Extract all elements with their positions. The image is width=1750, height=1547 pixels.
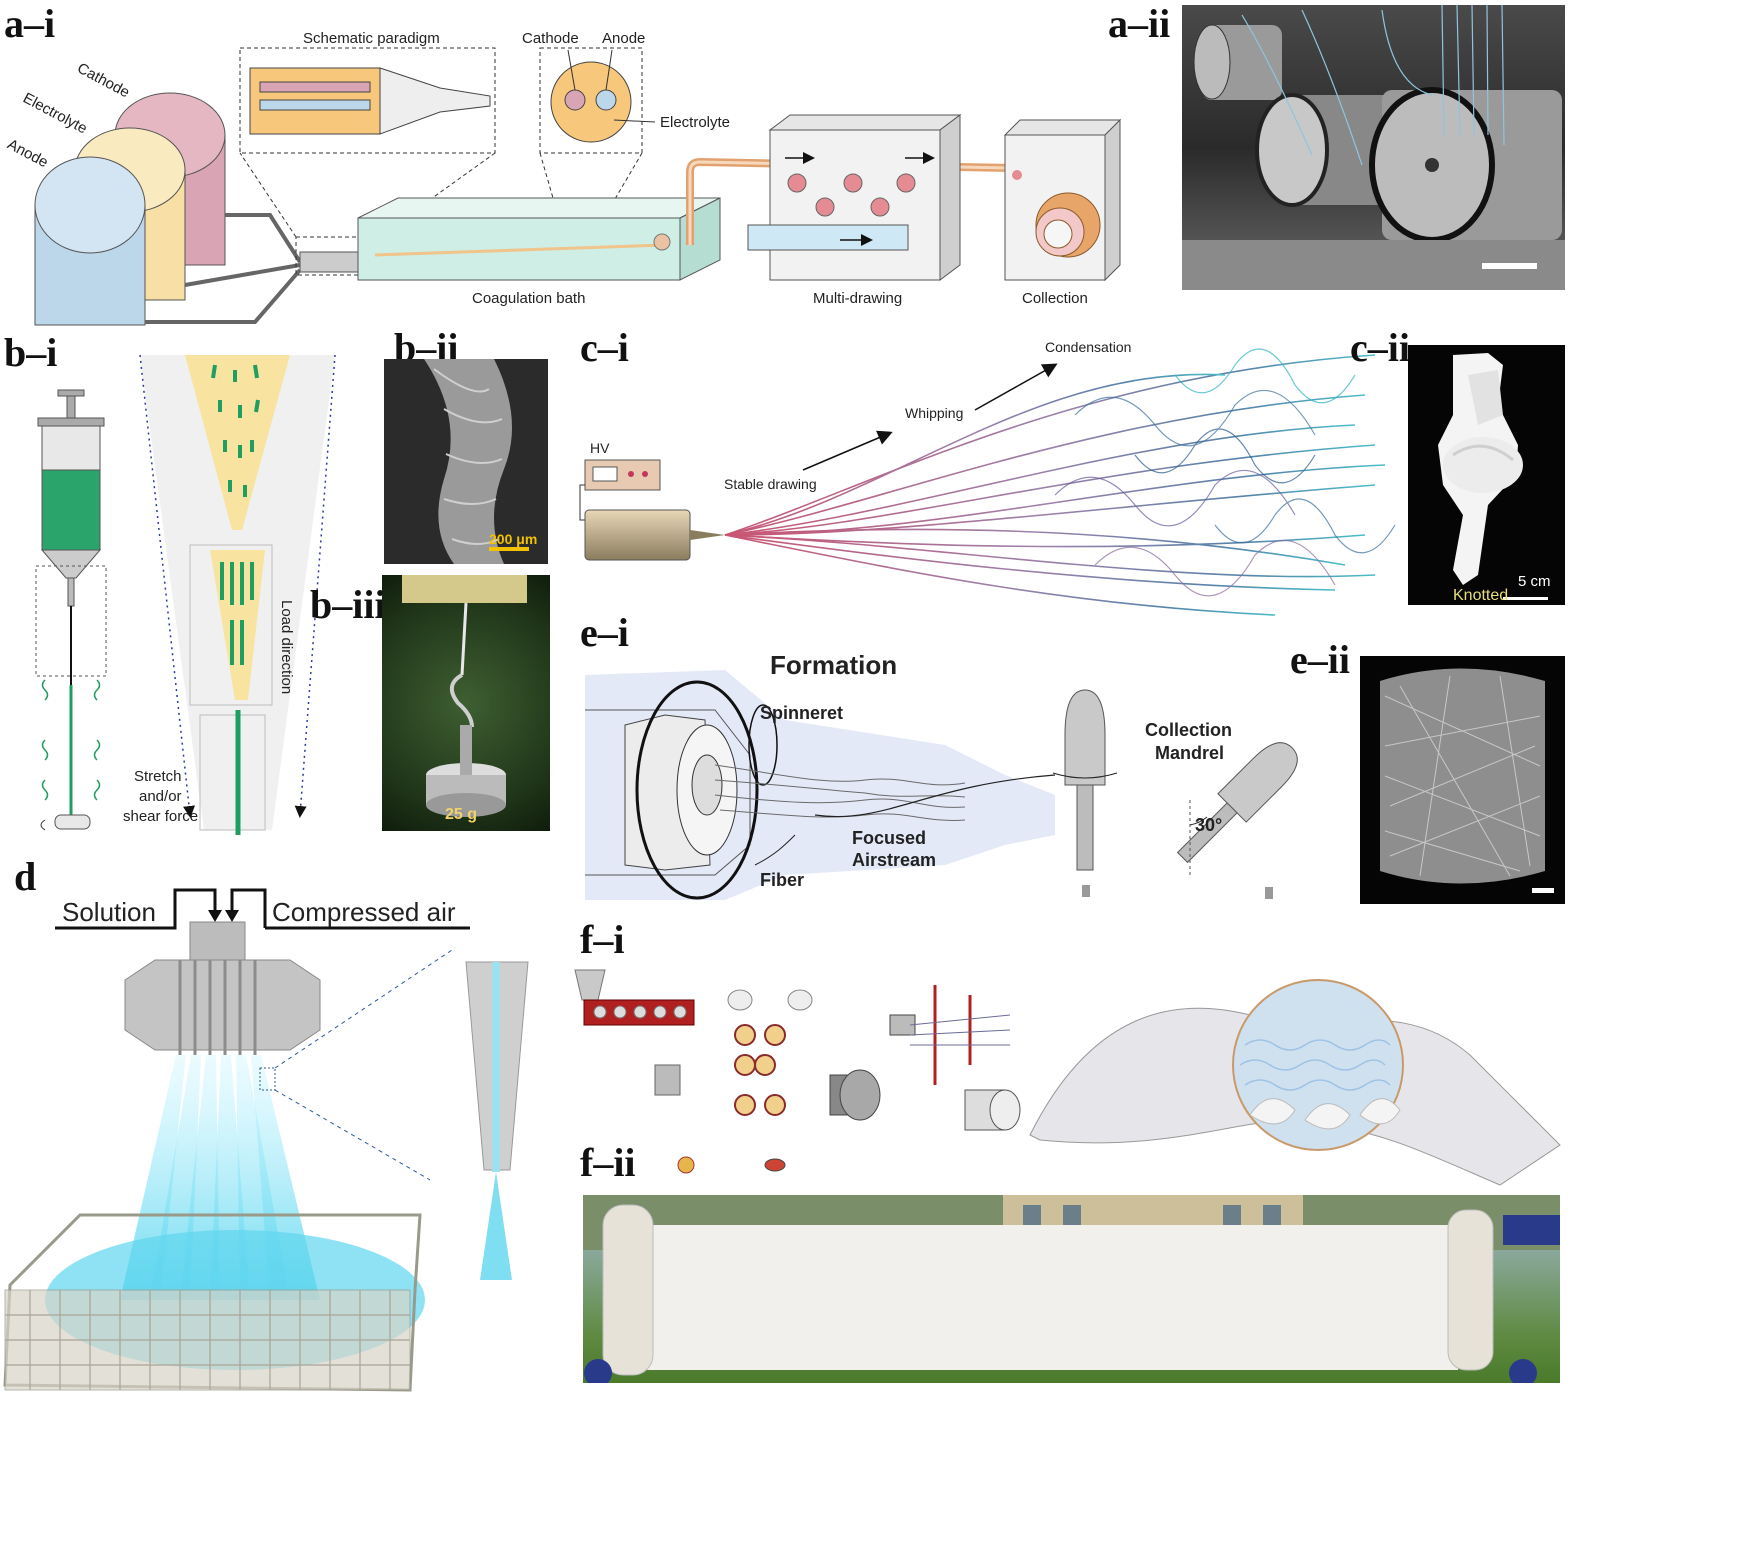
focused-label: Focused bbox=[852, 828, 927, 848]
compressed-air-label: Compressed air bbox=[272, 897, 456, 927]
angle-label: 30° bbox=[1195, 815, 1223, 835]
panel-label-a-i: a–i bbox=[4, 1, 56, 46]
and-or-label: and/or bbox=[139, 788, 182, 805]
b-iii-photo-weight: 25 g bbox=[382, 575, 550, 831]
b-ii-scale-label: 200 μm bbox=[489, 531, 538, 547]
solution-label: Solution bbox=[62, 897, 156, 927]
panel-label-a-ii: a–ii bbox=[1108, 1, 1171, 46]
panel-label-f-i: f–i bbox=[580, 917, 625, 962]
inset-anode-label: Anode bbox=[602, 30, 646, 47]
hv-label: HV bbox=[590, 440, 610, 456]
stretch-label: Stretch bbox=[134, 768, 182, 785]
multi-drawing-label: Multi-drawing bbox=[813, 290, 903, 307]
spinneret-label: Spinneret bbox=[760, 703, 844, 723]
e-ii-photo-scaffold bbox=[1360, 656, 1565, 904]
shear-force-label: shear force bbox=[123, 808, 199, 825]
anode-tank bbox=[34, 156, 146, 326]
inset-cathode-label: Cathode bbox=[522, 30, 579, 47]
b-ii-sem-image: 200 μm bbox=[384, 359, 548, 564]
whipping-label: Whipping bbox=[905, 405, 964, 421]
airstream-label: Airstream bbox=[852, 850, 937, 870]
inset-electrolyte-label: Electrolyte bbox=[660, 114, 731, 131]
panel-label-e-ii: e–ii bbox=[1290, 637, 1350, 682]
coagulation-bath-label: Coagulation bath bbox=[472, 290, 586, 307]
stable-drawing-label: Stable drawing bbox=[724, 476, 817, 492]
d-diagram bbox=[3, 888, 529, 1392]
collection-mandrel-label-2: Mandrel bbox=[1155, 743, 1225, 763]
b-i-diagram bbox=[35, 354, 336, 835]
panel-label-b-i: b–i bbox=[4, 330, 58, 375]
a-i-diagram bbox=[34, 47, 1122, 326]
knotted-label: Knotted bbox=[1453, 587, 1509, 604]
c-i-diagram bbox=[579, 348, 1396, 616]
a-ii-photo-rollers bbox=[1182, 5, 1565, 290]
schematic-paradigm-label: Schematic paradigm bbox=[303, 30, 440, 47]
b-iii-weight-label: 25 g bbox=[445, 806, 478, 823]
e-i-diagram bbox=[585, 670, 1298, 900]
formation-title: Formation bbox=[770, 650, 898, 680]
panel-label-d: d bbox=[14, 854, 37, 899]
load-direction-label: Load direction bbox=[278, 600, 295, 695]
collection-label: Collection bbox=[1022, 290, 1088, 307]
f-i-diagram bbox=[574, 969, 1561, 1186]
c-ii-photo-knotted: Knotted 5 cm bbox=[1408, 345, 1565, 605]
panel-label-b-iii: b–iii bbox=[310, 582, 386, 627]
panel-label-e-i: e–i bbox=[580, 610, 629, 655]
panel-label-c-i: c–i bbox=[580, 325, 629, 370]
panel-label-c-ii: c–ii bbox=[1350, 325, 1410, 370]
c-ii-scale-label: 5 cm bbox=[1518, 573, 1551, 590]
condensation-label: Condensation bbox=[1045, 339, 1132, 355]
collection-mandrel-label-1: Collection bbox=[1145, 720, 1233, 740]
fiber-label: Fiber bbox=[760, 870, 805, 890]
f-ii-photo-fabric-roll bbox=[583, 1195, 1560, 1383]
panel-label-f-ii: f–ii bbox=[580, 1140, 636, 1185]
